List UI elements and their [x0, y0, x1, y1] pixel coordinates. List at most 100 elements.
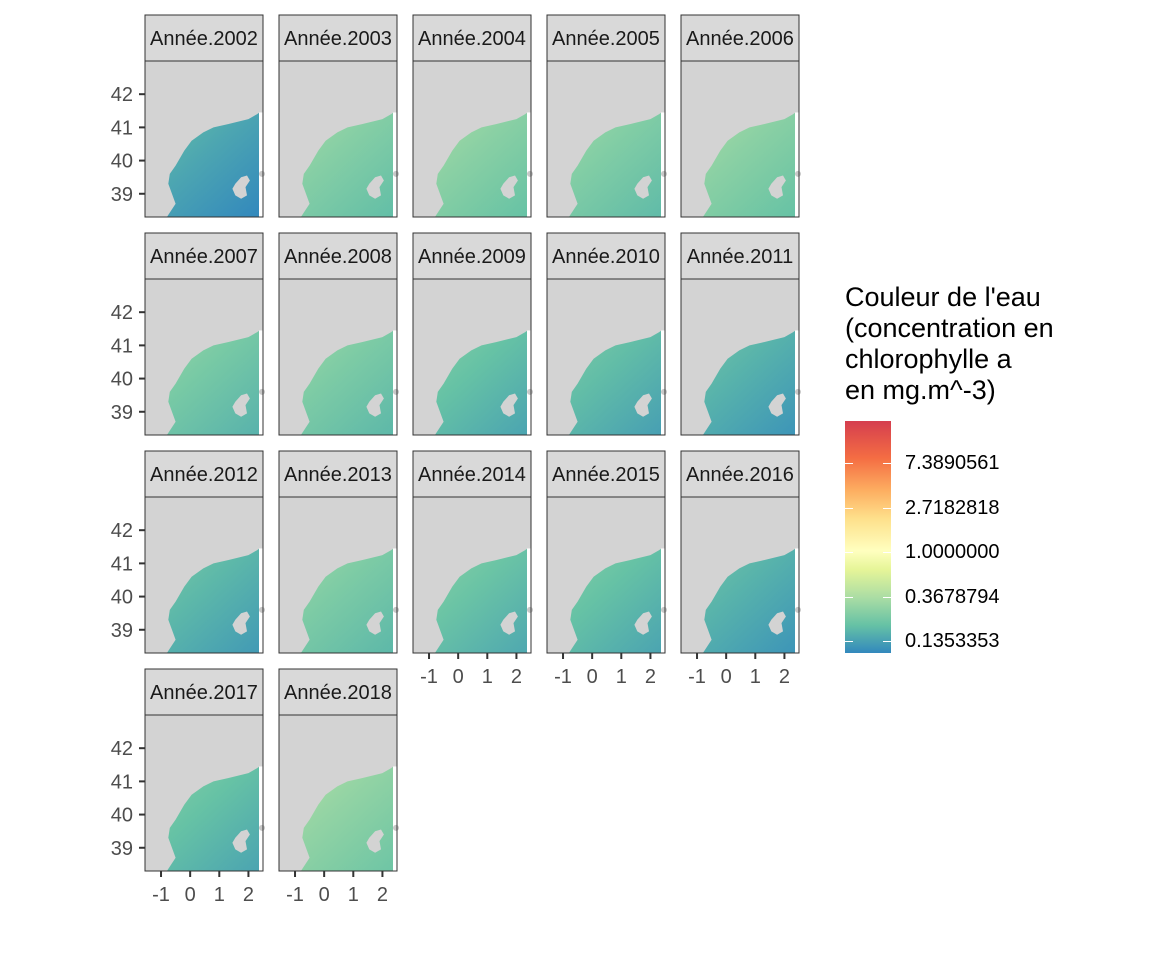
coast-edge — [795, 548, 799, 653]
island-shape — [366, 829, 384, 853]
facet-label: Année.2013 — [284, 464, 392, 486]
coast-edge — [393, 766, 397, 871]
panel-border — [546, 60, 666, 218]
water-area — [279, 766, 394, 871]
water-area — [279, 548, 394, 653]
panel-border — [680, 278, 800, 436]
x-tick-label: -1 — [554, 666, 572, 688]
islet-shape — [795, 170, 801, 177]
x-tick-label: 2 — [377, 884, 388, 906]
legend-label: 0.3678794 — [905, 586, 1000, 608]
coast-edge — [259, 766, 263, 871]
x-tick-label: 0 — [453, 666, 464, 688]
facet-panel: Année.2011 — [680, 232, 801, 436]
facet-label: Année.2008 — [284, 246, 392, 268]
facet-strip — [680, 450, 800, 498]
facet-label: Année.2009 — [418, 246, 526, 268]
y-tick-label: 42 — [111, 738, 133, 760]
facet-strip — [144, 14, 264, 62]
coast-edge — [795, 112, 799, 217]
legend-title-line: Couleur de l'eau — [845, 282, 1041, 312]
x-tick-label: 2 — [779, 666, 790, 688]
facet-strip — [412, 232, 532, 280]
facet-label: Année.2017 — [150, 682, 258, 704]
panel-border — [412, 496, 532, 654]
facet-strip — [278, 668, 398, 716]
facet-strip — [412, 450, 532, 498]
coast-edge — [527, 112, 531, 217]
facet-panel: Année.2008 — [278, 232, 399, 436]
water-area — [145, 766, 260, 871]
panel-border — [412, 60, 532, 218]
x-tick-label: 2 — [645, 666, 656, 688]
panel-border — [144, 278, 264, 436]
islet-shape — [393, 824, 399, 831]
panel-border — [412, 278, 532, 436]
facet-panel: Année.2015 -1 0 1 2 — [546, 450, 667, 688]
x-tick-label: 2 — [511, 666, 522, 688]
y-tick-label: 40 — [111, 369, 133, 391]
facet-panel: Année.2009 — [412, 232, 533, 436]
islet-shape — [661, 170, 667, 177]
legend-tick — [845, 508, 853, 509]
islet-shape — [393, 606, 399, 613]
coast-edge — [393, 112, 397, 217]
legend-tick — [883, 463, 891, 464]
y-tick-label: 39 — [111, 838, 133, 860]
facet-label: Année.2003 — [284, 28, 392, 50]
x-tick-label: 0 — [587, 666, 598, 688]
x-tick-label: -1 — [286, 884, 304, 906]
islet-shape — [259, 388, 265, 395]
x-tick-label: 1 — [348, 884, 359, 906]
facet-panel: Année.2017 42 41 40 39 -1 0 1 2 — [111, 668, 265, 906]
x-tick-label: -1 — [152, 884, 170, 906]
legend-tick — [883, 597, 891, 598]
legend-tick — [845, 641, 853, 642]
y-tick-label: 39 — [111, 184, 133, 206]
water-area — [145, 112, 260, 217]
y-tick-label: 40 — [111, 587, 133, 609]
island-shape — [768, 393, 786, 417]
facet-panel: Année.2007 42 41 40 39 — [111, 232, 265, 436]
islet-shape — [393, 170, 399, 177]
facet-strip — [278, 232, 398, 280]
water-area — [413, 112, 528, 217]
facet-label: Année.2015 — [552, 464, 660, 486]
facet-panel: Année.2005 — [546, 14, 667, 218]
facet-panel: Année.2016 -1 0 1 2 — [680, 450, 801, 688]
islet-shape — [795, 606, 801, 613]
coast-edge — [795, 330, 799, 435]
y-tick-label: 41 — [111, 771, 133, 793]
legend-title-line: (concentration en — [845, 313, 1054, 343]
coast-edge — [661, 112, 665, 217]
island-shape — [634, 393, 652, 417]
panel-border — [546, 278, 666, 436]
legend-title-line: chlorophylle a — [845, 344, 1012, 374]
water-area — [413, 330, 528, 435]
y-tick-label: 40 — [111, 805, 133, 827]
island-shape — [232, 611, 250, 635]
facet-label: Année.2005 — [552, 28, 660, 50]
facet-strip — [144, 450, 264, 498]
legend-tick — [845, 552, 853, 553]
facet-panel: Année.2002 42 41 40 39 — [111, 14, 265, 218]
islet-shape — [795, 388, 801, 395]
island-shape — [232, 175, 250, 199]
island-shape — [232, 829, 250, 853]
y-tick-label: 39 — [111, 402, 133, 424]
panel-border — [680, 60, 800, 218]
water-area — [681, 548, 796, 653]
facet-label: Année.2002 — [150, 28, 258, 50]
facet-label: Année.2018 — [284, 682, 392, 704]
island-shape — [366, 393, 384, 417]
island-shape — [634, 611, 652, 635]
island-shape — [634, 175, 652, 199]
panel-border — [680, 496, 800, 654]
legend-label: 0.1353353 — [905, 630, 1000, 652]
facet-label: Année.2014 — [418, 464, 526, 486]
coast-edge — [527, 548, 531, 653]
x-tick-label: 1 — [616, 666, 627, 688]
water-area — [681, 112, 796, 217]
facet-strip — [278, 14, 398, 62]
facet-label: Année.2011 — [687, 246, 793, 268]
